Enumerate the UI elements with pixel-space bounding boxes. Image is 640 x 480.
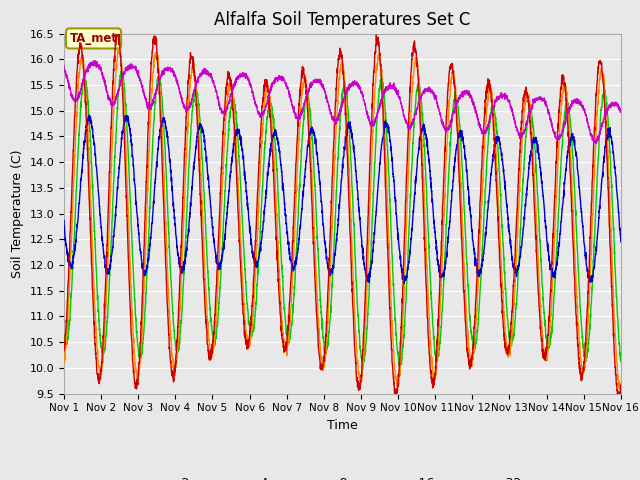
X-axis label: Time: Time — [327, 419, 358, 432]
Legend: -2cm, -4cm, -8cm, -16cm, -32cm: -2cm, -4cm, -8cm, -16cm, -32cm — [140, 472, 545, 480]
Y-axis label: Soil Temperature (C): Soil Temperature (C) — [11, 149, 24, 278]
Title: Alfalfa Soil Temperatures Set C: Alfalfa Soil Temperatures Set C — [214, 11, 470, 29]
Text: TA_met: TA_met — [70, 32, 118, 45]
